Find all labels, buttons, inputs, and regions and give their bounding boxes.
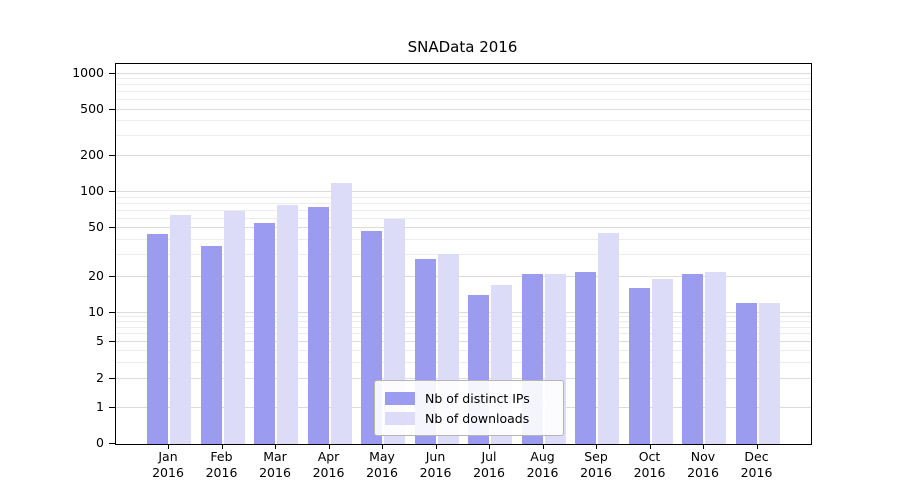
gridline (116, 321, 811, 323)
bar-sep-downloads (598, 232, 619, 444)
bar-feb-downloads (223, 210, 245, 444)
x-tick-label: Nov 2016 (687, 449, 719, 481)
y-tick-mark (109, 407, 115, 408)
bar-jan-ips (147, 233, 168, 444)
gridline (116, 196, 811, 198)
y-tick-mark (109, 227, 115, 229)
x-tick-mark (328, 444, 330, 449)
x-tick-label: Dec 2016 (740, 449, 773, 481)
bar-dec-downloads (758, 303, 780, 444)
gridline (116, 312, 811, 313)
gridline (116, 333, 811, 335)
legend-item: Nb of downloads (385, 408, 553, 428)
y-tick-mark (109, 312, 115, 313)
gridline (116, 316, 811, 318)
x-tick-label: May 2016 (366, 449, 398, 481)
x-tick-mark (489, 444, 490, 449)
gridline (116, 275, 811, 277)
x-tick-label: Jul 2016 (473, 449, 505, 481)
legend-label: Nb of downloads (425, 410, 530, 426)
legend-item: Nb of distinct IPs (385, 388, 553, 408)
y-tick-label: 20 (88, 267, 104, 283)
bar-sep-ips (575, 271, 596, 444)
x-tick-mark (221, 444, 223, 449)
legend-swatch-downloads (385, 411, 415, 425)
gridline (116, 202, 811, 204)
gridline (116, 361, 811, 363)
y-tick-label: 10 (88, 304, 104, 319)
x-tick-mark (649, 444, 651, 449)
y-tick-label: 1000 (72, 65, 104, 80)
y-tick-label: 1 (96, 399, 104, 414)
x-tick-mark (703, 444, 704, 449)
gridline (116, 326, 811, 328)
y-tick-label: 200 (80, 147, 104, 163)
gridline (116, 78, 811, 80)
gridline (116, 217, 811, 219)
y-tick-mark (109, 155, 115, 157)
x-tick-label: Sep 2016 (580, 449, 612, 481)
bar-dec-ips (735, 303, 757, 444)
x-tick-mark (275, 444, 276, 449)
bar-oct-ips (628, 288, 650, 444)
bar-nov-downloads (705, 271, 726, 444)
y-tick-label: 50 (88, 219, 104, 235)
gridline (116, 378, 811, 380)
x-tick-mark (435, 444, 437, 449)
x-tick-mark (596, 444, 597, 449)
x-tick-label: Oct 2016 (633, 449, 666, 481)
y-tick-mark (109, 275, 115, 277)
y-tick-label: 500 (80, 100, 104, 116)
x-tick-label: Jun 2016 (419, 449, 452, 481)
gridline (116, 119, 811, 121)
x-tick-label: Feb 2016 (205, 449, 238, 481)
gridline (116, 209, 811, 211)
gridline (116, 99, 811, 101)
y-tick-label: 2 (96, 370, 104, 386)
y-tick-mark (109, 73, 115, 74)
gridline (116, 340, 811, 342)
x-tick-label: Aug 2016 (526, 449, 559, 481)
gridline (116, 91, 811, 93)
y-tick-mark (109, 108, 115, 110)
bar-mar-ips (254, 223, 275, 444)
gridline (116, 155, 811, 157)
gridline (116, 108, 811, 110)
gridline (116, 73, 811, 74)
gridline (116, 254, 811, 256)
y-tick-mark (109, 378, 115, 380)
x-tick-mark (168, 444, 169, 449)
gridline (116, 191, 811, 192)
bar-apr-downloads (330, 182, 352, 444)
x-tick-mark (382, 444, 383, 449)
bar-apr-ips (307, 207, 329, 444)
x-tick-mark (756, 444, 758, 449)
y-tick-label: 5 (96, 332, 104, 348)
legend-swatch-ips (385, 391, 415, 405)
bar-oct-downloads (651, 279, 673, 444)
plot-area: Nb of distinct IPs Nb of downloads (115, 63, 812, 445)
y-tick-mark (109, 191, 115, 192)
legend-label: Nb of distinct IPs (425, 390, 530, 406)
y-tick-label: 100 (80, 183, 104, 198)
bar-mar-downloads (277, 205, 298, 444)
x-tick-label: Apr 2016 (312, 449, 345, 481)
gridline (116, 349, 811, 351)
legend: Nb of distinct IPs Nb of downloads (374, 380, 564, 436)
y-tick-mark (109, 340, 115, 342)
x-tick-mark (542, 444, 544, 449)
gridline (116, 227, 811, 229)
bar-feb-ips (200, 245, 222, 444)
x-tick-label: Jan 2016 (152, 449, 184, 481)
gridline (116, 134, 811, 136)
bar-nov-ips (682, 274, 703, 444)
y-tick-label: 0 (96, 435, 104, 450)
gridline (116, 239, 811, 241)
y-tick-mark (109, 443, 115, 444)
x-tick-label: Mar 2016 (259, 449, 291, 481)
bar-jan-downloads (170, 214, 191, 444)
gridline (116, 84, 811, 86)
chart-title: SNAData 2016 (407, 38, 518, 56)
